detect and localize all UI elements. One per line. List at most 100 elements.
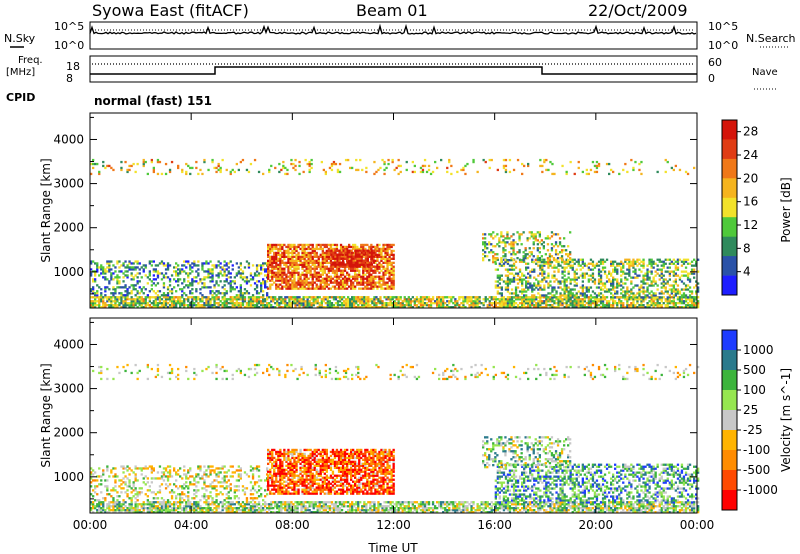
data-cell [328, 166, 332, 170]
data-cell [287, 267, 290, 270]
data-cell [541, 170, 544, 174]
data-cell [364, 285, 367, 288]
data-cell [563, 298, 566, 301]
data-cell [364, 255, 367, 258]
data-cell [106, 507, 109, 510]
data-cell [666, 282, 669, 285]
data-cell [563, 266, 566, 269]
data-cell [508, 158, 512, 162]
data-cell [622, 286, 625, 289]
data-cell [152, 260, 155, 263]
data-cell [291, 269, 294, 272]
data-cell [494, 245, 497, 248]
data-cell [330, 162, 334, 166]
data-cell [201, 262, 204, 265]
data-cell [654, 270, 657, 273]
data-cell [392, 249, 395, 253]
data-cell [354, 243, 357, 247]
data-cell [134, 511, 137, 514]
data-cell [350, 275, 353, 278]
data-cell [130, 262, 133, 265]
data-cell [583, 306, 586, 309]
data-cell [289, 265, 292, 268]
data-cell [293, 275, 296, 278]
data-cell [650, 280, 653, 283]
data-cell [370, 285, 373, 288]
data-cell [314, 300, 317, 303]
data-cell [668, 262, 671, 265]
data-cell [388, 245, 391, 249]
data-cell [476, 298, 479, 301]
data-cell [529, 270, 532, 273]
data-cell [392, 275, 395, 278]
data-cell [492, 251, 495, 254]
data-cell [168, 296, 172, 299]
data-cell [245, 276, 249, 279]
data-cell [693, 306, 696, 309]
data-cell [154, 507, 157, 510]
data-cell [561, 276, 564, 279]
data-cell [118, 266, 121, 269]
data-cell [417, 298, 421, 301]
data-cell [104, 286, 107, 289]
data-cell [341, 279, 345, 282]
data-cell [160, 507, 164, 510]
data-cell [297, 253, 300, 256]
data-cell [644, 306, 647, 309]
data-cell [488, 233, 491, 236]
data-cell [309, 269, 312, 272]
data-cell [339, 275, 343, 278]
data-cell [189, 166, 192, 170]
data-cell [518, 239, 521, 242]
data-cell [187, 280, 190, 283]
freq-tick-low: 8 [66, 72, 73, 85]
data-cell [690, 296, 694, 299]
data-cell [191, 266, 194, 269]
data-cell [260, 300, 263, 303]
data-cell [648, 276, 651, 279]
data-cell [330, 255, 333, 258]
data-cell [472, 300, 475, 303]
data-cell [275, 279, 278, 282]
data-cell [205, 262, 208, 265]
data-cell [458, 306, 461, 309]
data-cell [498, 274, 501, 277]
data-cell [187, 284, 190, 287]
data-cell [255, 266, 259, 269]
data-cell [219, 266, 222, 269]
data-cell [307, 265, 310, 268]
data-cell [565, 290, 568, 293]
data-cell [372, 251, 376, 254]
data-cell [90, 262, 93, 265]
data-cell [545, 276, 548, 279]
data-cell [100, 507, 103, 510]
data-cell [130, 503, 133, 506]
data-cell [386, 249, 389, 253]
data-cell [612, 284, 615, 287]
data-cell [98, 296, 101, 299]
data-cell [599, 286, 603, 289]
data-cell [239, 296, 242, 299]
data-cell [601, 296, 605, 299]
data-cell [554, 249, 558, 252]
data-cell [551, 286, 554, 289]
data-cell [264, 280, 267, 283]
data-cell [527, 262, 530, 265]
data-cell [603, 282, 607, 285]
data-cell [565, 261, 568, 264]
data-cell [289, 259, 292, 262]
data-cell [569, 300, 572, 303]
data-cell [313, 275, 316, 278]
data-cell [506, 270, 510, 273]
data-cell [108, 304, 111, 307]
data-cell [150, 509, 153, 512]
data-cell [310, 302, 313, 305]
data-cell [251, 296, 255, 299]
data-cell [307, 261, 310, 264]
data-cell [648, 270, 651, 273]
data-cell [670, 260, 673, 263]
data-cell [620, 274, 623, 277]
data-cell [229, 302, 232, 305]
data-cell [274, 298, 277, 301]
data-cell [528, 251, 531, 254]
